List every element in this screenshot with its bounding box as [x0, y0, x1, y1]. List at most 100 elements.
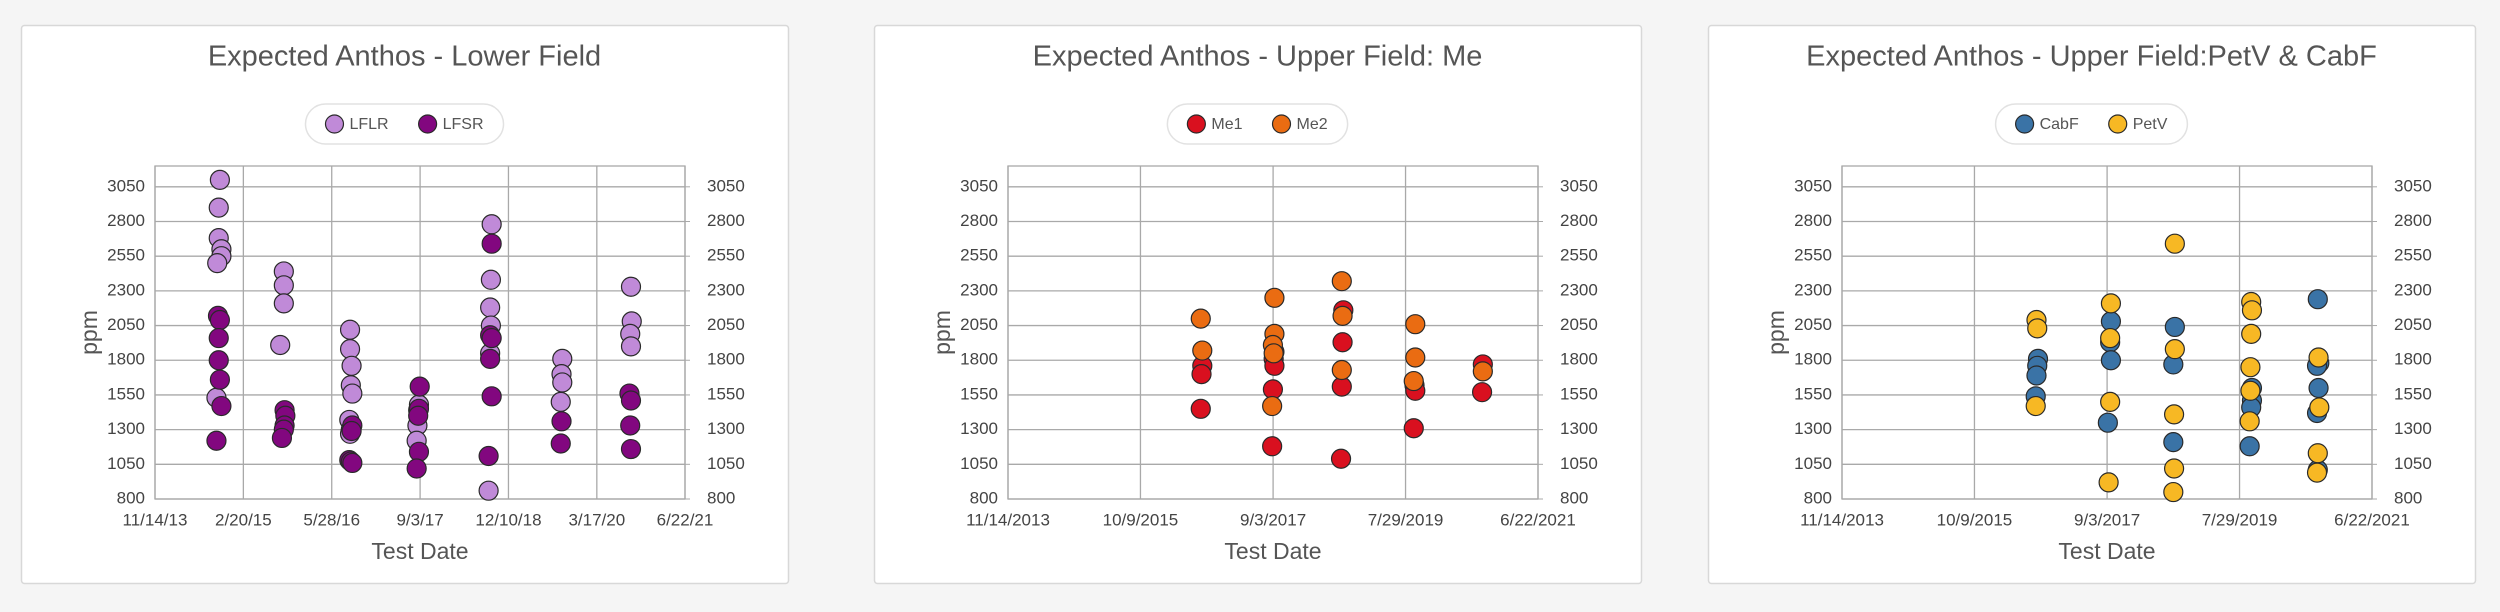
y-tick-label: 1050 [960, 454, 998, 473]
x-tick-label: 7/29/2019 [1368, 510, 1444, 529]
data-point [208, 350, 229, 371]
data-point [208, 327, 229, 349]
chart-title: Expected Anthos - Upper Field:PetV & Cab… [1806, 41, 2377, 73]
y-tick-label: 3050 [1794, 176, 1832, 195]
data-point [273, 293, 294, 314]
legend-marker [324, 114, 345, 134]
y2-tick-label: 1050 [707, 454, 745, 473]
data-point [1190, 308, 1211, 329]
x-tick-label: 3/17/20 [568, 510, 625, 529]
data-point [2307, 289, 2328, 310]
panel-background [873, 24, 1643, 585]
x-tick-label: 11/14/2013 [1800, 510, 1884, 529]
data-point [480, 297, 501, 318]
legend-box [1994, 103, 2189, 145]
data-point [342, 452, 363, 474]
y-tick-label: 2300 [1794, 280, 1832, 299]
data-point [1332, 332, 1353, 353]
data-point [552, 372, 573, 393]
data-point [408, 441, 430, 462]
x-tick-label: 11/14/13 [123, 510, 188, 529]
x-tick-label: 12/10/18 [475, 510, 541, 529]
y2-tick-label: 2050 [707, 315, 745, 334]
y2-tick-label: 1300 [1560, 419, 1598, 438]
y-tick-label: 1800 [960, 350, 998, 369]
chart-panel: Expected Anthos - Upper Field: Me 800 1050… [873, 24, 1643, 585]
y-tick-label: 1050 [1794, 454, 1832, 473]
plot-frame [1841, 165, 2373, 500]
y-tick-label: 3050 [960, 176, 998, 195]
legend-marker [2014, 114, 2035, 134]
data-point [2026, 365, 2047, 386]
y2-tick-label: 2300 [707, 280, 745, 299]
y-tick-label: 2800 [1794, 211, 1832, 230]
data-point [481, 327, 502, 349]
y-tick-label: 2550 [960, 246, 998, 265]
data-point [478, 480, 499, 501]
data-point [2306, 462, 2328, 483]
y2-tick-label: 1800 [2394, 350, 2432, 369]
x-tick-label: 10/9/2015 [1937, 510, 2013, 529]
y2-tick-label: 1800 [707, 350, 745, 369]
y-axis-label: ppm [1763, 310, 1789, 355]
data-point [408, 405, 429, 426]
data-point [409, 376, 430, 397]
y-tick-label: 2050 [107, 315, 145, 334]
data-point [2163, 458, 2185, 479]
legend-marker [1186, 114, 1206, 134]
y2-tick-label: 2550 [1560, 246, 1598, 265]
y-tick-label: 2050 [1794, 315, 1832, 334]
x-tick-label: 5/28/16 [303, 510, 360, 529]
data-point [339, 339, 361, 360]
data-point [1472, 361, 1493, 382]
data-point [1471, 382, 1493, 403]
data-point [481, 386, 502, 407]
data-point [2100, 350, 2122, 371]
y2-tick-label: 1300 [707, 419, 745, 438]
data-point [478, 445, 499, 467]
legend: LFLR LFSR [304, 103, 505, 145]
y-tick-label: 2800 [960, 211, 998, 230]
x-tick-label: 6/22/21 [657, 510, 714, 529]
y-tick-label: 3050 [107, 176, 145, 195]
data-point [551, 411, 572, 432]
data-point [1330, 448, 1352, 469]
data-point [1262, 395, 1283, 417]
y2-tick-label: 3050 [1560, 176, 1598, 195]
x-tick-label: 10/9/2015 [1103, 510, 1179, 529]
y-tick-label: 1550 [960, 384, 998, 403]
data-point [1262, 436, 1283, 457]
y2-tick-label: 2300 [1560, 280, 1598, 299]
legend-label: LFSR [443, 116, 484, 133]
data-point [481, 214, 502, 235]
chart-panel: Expected Anthos - Lower Field 800 1050 1300… [20, 24, 790, 585]
data-point [620, 276, 642, 297]
data-point [2164, 233, 2185, 254]
y2-tick-label: 2800 [1560, 211, 1598, 230]
data-point [1403, 418, 1424, 439]
data-point [271, 427, 293, 449]
data-point [480, 348, 501, 369]
panel-background [1707, 24, 2477, 585]
data-point [550, 433, 571, 454]
data-point [2163, 404, 2185, 425]
data-point [2308, 377, 2329, 399]
x-axis-label: Test Date [1224, 538, 1321, 564]
y-tick-label: 2300 [107, 280, 145, 299]
data-point [2309, 397, 2330, 418]
data-point [620, 438, 642, 460]
data-point [211, 395, 232, 417]
data-point [1332, 305, 1353, 326]
chart-panel: Expected Anthos - Upper Field:PetV & Cab… [1707, 24, 2477, 585]
data-point [620, 415, 641, 436]
data-point [2239, 411, 2260, 432]
y-tick-label: 2300 [960, 280, 998, 299]
y2-tick-label: 1300 [2394, 419, 2432, 438]
legend-label: LFLR [349, 116, 388, 133]
y-tick-label: 1550 [1794, 384, 1832, 403]
data-point [1191, 364, 1212, 385]
y2-tick-label: 1050 [1560, 454, 1598, 473]
legend-marker [418, 114, 438, 134]
